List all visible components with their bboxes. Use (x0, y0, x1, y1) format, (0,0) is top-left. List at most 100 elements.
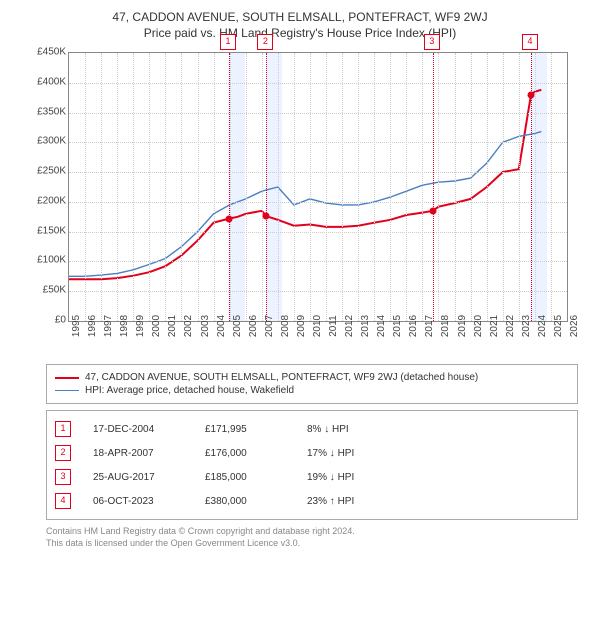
gridline-v (342, 53, 343, 321)
x-tick-label: 2001 (167, 315, 178, 337)
chart-subtitle: Price paid vs. HM Land Registry's House … (10, 26, 590, 40)
event-price: £176,000 (205, 448, 285, 459)
event-row-badge: 1 (55, 421, 71, 437)
event-line (433, 53, 434, 321)
x-tick-label: 2002 (183, 315, 194, 337)
gridline-v (519, 53, 520, 321)
legend-item: HPI: Average price, detached house, Wake… (55, 385, 569, 396)
footer-line2: This data is licensed under the Open Gov… (46, 538, 578, 550)
chart-container: 47, CADDON AVENUE, SOUTH ELMSALL, PONTEF… (0, 0, 600, 559)
event-row-badge: 3 (55, 469, 71, 485)
legend-label: HPI: Average price, detached house, Wake… (85, 385, 294, 396)
gridline-v (374, 53, 375, 321)
gridline-v (503, 53, 504, 321)
event-date: 06-OCT-2023 (93, 496, 183, 507)
x-tick-label: 2024 (537, 315, 548, 337)
event-delta: 19% ↓ HPI (307, 472, 407, 483)
plot-region (68, 52, 568, 322)
gridline-v (326, 53, 327, 321)
event-badge: 1 (220, 34, 236, 50)
x-tick-label: 2019 (457, 315, 468, 337)
x-tick-label: 2021 (489, 315, 500, 337)
x-tick-label: 1997 (103, 315, 114, 337)
x-tick-label: 2007 (264, 315, 275, 337)
event-row: 406-OCT-2023£380,00023% ↑ HPI (55, 489, 569, 513)
gridline-h (69, 291, 567, 292)
gridline-h (69, 232, 567, 233)
x-tick-label: 2015 (392, 315, 403, 337)
event-row-badge: 2 (55, 445, 71, 461)
gridline-h (69, 83, 567, 84)
gridline-v (85, 53, 86, 321)
gridline-v (390, 53, 391, 321)
gridline-h (69, 113, 567, 114)
x-tick-label: 2026 (569, 315, 580, 337)
x-tick-label: 1996 (87, 315, 98, 337)
event-line (266, 53, 267, 321)
gridline-v (487, 53, 488, 321)
y-tick-label: £0 (55, 315, 66, 326)
event-date: 18-APR-2007 (93, 448, 183, 459)
x-tick-label: 2023 (521, 315, 532, 337)
legend-item: 47, CADDON AVENUE, SOUTH ELMSALL, PONTEF… (55, 372, 569, 383)
x-tick-label: 1998 (119, 315, 130, 337)
event-delta: 17% ↓ HPI (307, 448, 407, 459)
y-tick-label: £50K (43, 285, 66, 296)
gridline-v (358, 53, 359, 321)
x-tick-label: 2025 (553, 315, 564, 337)
gridline-h (69, 172, 567, 173)
chart-area: £0£50K£100K£150K£200K£250K£300K£350K£400… (20, 48, 580, 358)
x-tick-label: 2009 (296, 315, 307, 337)
y-tick-label: £200K (37, 195, 66, 206)
gridline-v (262, 53, 263, 321)
legend-swatch (55, 377, 79, 379)
x-tick-label: 2003 (200, 315, 211, 337)
event-line (229, 53, 230, 321)
event-marker (528, 91, 535, 98)
gridline-v (117, 53, 118, 321)
event-delta: 23% ↑ HPI (307, 496, 407, 507)
event-price: £171,995 (205, 424, 285, 435)
event-date: 17-DEC-2004 (93, 424, 183, 435)
x-tick-label: 2010 (312, 315, 323, 337)
x-tick-label: 2022 (505, 315, 516, 337)
gridline-v (455, 53, 456, 321)
event-marker (429, 207, 436, 214)
gridline-v (551, 53, 552, 321)
event-date: 25-AUG-2017 (93, 472, 183, 483)
gridline-h (69, 202, 567, 203)
gridline-v (406, 53, 407, 321)
x-tick-label: 2016 (408, 315, 419, 337)
y-tick-label: £250K (37, 166, 66, 177)
x-tick-label: 2008 (280, 315, 291, 337)
x-tick-label: 2012 (344, 315, 355, 337)
legend-swatch (55, 390, 79, 391)
y-tick-label: £300K (37, 136, 66, 147)
event-price: £185,000 (205, 472, 285, 483)
gridline-v (214, 53, 215, 321)
event-price: £380,000 (205, 496, 285, 507)
gridline-h (69, 261, 567, 262)
y-tick-label: £100K (37, 255, 66, 266)
gridline-v (471, 53, 472, 321)
x-tick-label: 2020 (473, 315, 484, 337)
gridline-v (294, 53, 295, 321)
x-tick-label: 2011 (328, 315, 339, 337)
lines-svg (69, 53, 567, 321)
event-badge: 4 (522, 34, 538, 50)
events-table: 117-DEC-2004£171,9958% ↓ HPI218-APR-2007… (46, 410, 578, 520)
legend-label: 47, CADDON AVENUE, SOUTH ELMSALL, PONTEF… (85, 372, 478, 383)
y-tick-label: £450K (37, 47, 66, 58)
y-tick-label: £150K (37, 225, 66, 236)
gridline-v (246, 53, 247, 321)
event-row: 3 25-AUG-2017 £185,000 19% ↓ HPI (55, 465, 569, 489)
gridline-v (278, 53, 279, 321)
x-tick-label: 1995 (71, 315, 82, 337)
footer-attrib: Contains HM Land Registry data © Crown c… (46, 526, 578, 549)
gridline-v (133, 53, 134, 321)
gridline-v (165, 53, 166, 321)
gridline-v (149, 53, 150, 321)
x-tick-label: 2000 (151, 315, 162, 337)
event-marker (263, 213, 270, 220)
event-row: 117-DEC-2004£171,9958% ↓ HPI (55, 417, 569, 441)
